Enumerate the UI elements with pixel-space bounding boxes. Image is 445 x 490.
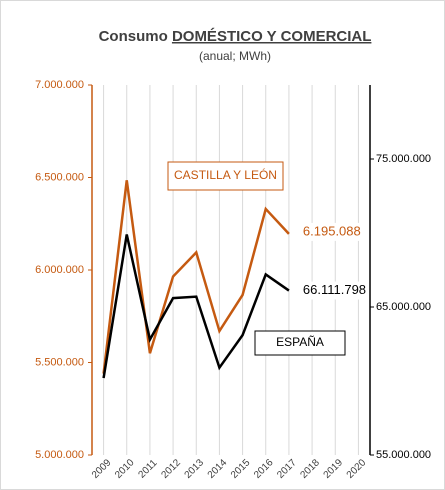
data-label-bg (300, 281, 367, 300)
data-label: 6.195.088 (303, 223, 361, 238)
y2-tick-label: 55.000.000 (376, 449, 431, 461)
series-line (102, 180, 290, 374)
legend-box (254, 330, 346, 356)
legend-label: ESPAÑA (276, 335, 324, 349)
y-tick-label: 5.500.000 (35, 356, 84, 368)
series-line (102, 234, 290, 379)
legend-label: CASTILLA Y LEÓN (174, 167, 277, 182)
data-label: 66.111.798 (303, 282, 366, 297)
data-label-bg (300, 222, 367, 241)
chart-subtitle: (anual; MWh) (199, 49, 271, 63)
legend-box (167, 161, 284, 191)
y-tick-label: 6.000.000 (35, 264, 84, 276)
y-tick-label: 7.000.000 (35, 79, 84, 91)
y-tick-label: 6.500.000 (35, 171, 84, 183)
y2-tick-label: 65.000.000 (376, 301, 431, 313)
y2-tick-label: 75.000.000 (376, 153, 431, 165)
chart-title: Consumo DOMÉSTICO Y COMERCIAL (99, 28, 372, 45)
y-tick-label: 5.000.000 (35, 449, 84, 461)
